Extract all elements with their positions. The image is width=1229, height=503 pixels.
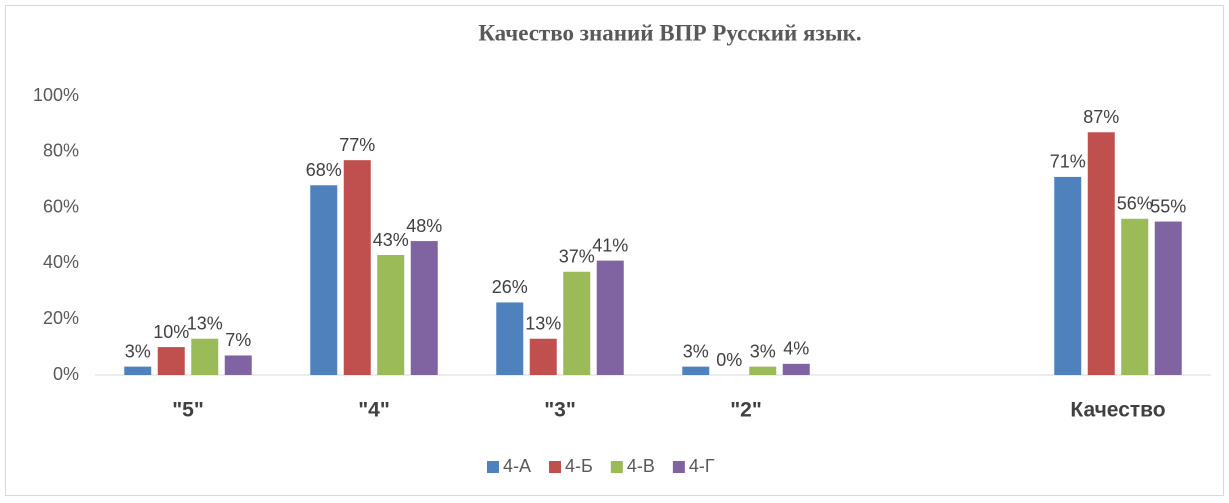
data-label: 13%: [525, 313, 561, 333]
legend-label: 4-В: [627, 456, 655, 476]
bar: [782, 363, 810, 375]
data-label: 55%: [1150, 196, 1186, 216]
data-label: 10%: [153, 322, 189, 342]
data-label: 7%: [225, 330, 251, 350]
data-label: 41%: [592, 235, 628, 255]
data-label: 37%: [559, 247, 595, 267]
data-label: 3%: [750, 341, 776, 361]
bar: [563, 271, 591, 375]
data-label: 77%: [339, 135, 375, 155]
y-tick-label: 100%: [33, 85, 79, 105]
bar: [1121, 218, 1149, 375]
data-label: 71%: [1050, 152, 1086, 172]
data-label: 13%: [187, 313, 223, 333]
data-label: 48%: [406, 216, 442, 236]
bar: [124, 366, 152, 375]
bar: [682, 366, 710, 375]
data-label: 4%: [783, 339, 809, 359]
chart-title: Качество знаний ВПР Русский язык.: [478, 20, 861, 45]
x-tick-label: "3": [544, 399, 576, 422]
bar: [1087, 132, 1115, 375]
data-label: 43%: [373, 230, 409, 250]
data-label: 3%: [125, 341, 151, 361]
legend-label: 4-Б: [565, 456, 593, 476]
data-label: 26%: [492, 277, 528, 297]
x-tick-label: "5": [172, 399, 204, 422]
legend-swatch: [672, 461, 685, 473]
legend-swatch: [487, 461, 499, 473]
bar: [343, 160, 371, 375]
bar: [377, 255, 405, 375]
bar: [1054, 176, 1082, 375]
bar: [1154, 221, 1182, 375]
data-label: 68%: [306, 160, 342, 180]
bar: [749, 366, 777, 375]
y-tick-label: 20%: [43, 308, 79, 328]
legend-label: 4-А: [503, 456, 531, 476]
bar: [529, 338, 557, 375]
x-tick-label: "2": [730, 399, 762, 422]
bar: [596, 260, 624, 375]
legend-swatch: [610, 461, 623, 473]
y-tick-label: 80%: [43, 141, 79, 161]
y-tick-label: 60%: [43, 196, 79, 216]
chart-border: [5, 5, 1224, 496]
bar: [496, 302, 524, 375]
bar: [191, 338, 219, 375]
bar: [310, 185, 338, 375]
bar: [157, 347, 185, 375]
bar: [410, 241, 438, 375]
x-tick-label: "4": [358, 399, 390, 422]
x-tick-label: Качество: [1070, 399, 1165, 422]
data-label: 3%: [683, 341, 709, 361]
data-label: 87%: [1083, 107, 1119, 127]
y-tick-label: 40%: [43, 252, 79, 272]
legend-swatch: [549, 461, 562, 473]
bar: [224, 355, 252, 375]
data-label: 56%: [1117, 194, 1153, 214]
legend-label: 4-Г: [689, 456, 715, 476]
y-tick-label: 0%: [53, 364, 79, 384]
data-label: 0%: [716, 350, 742, 370]
